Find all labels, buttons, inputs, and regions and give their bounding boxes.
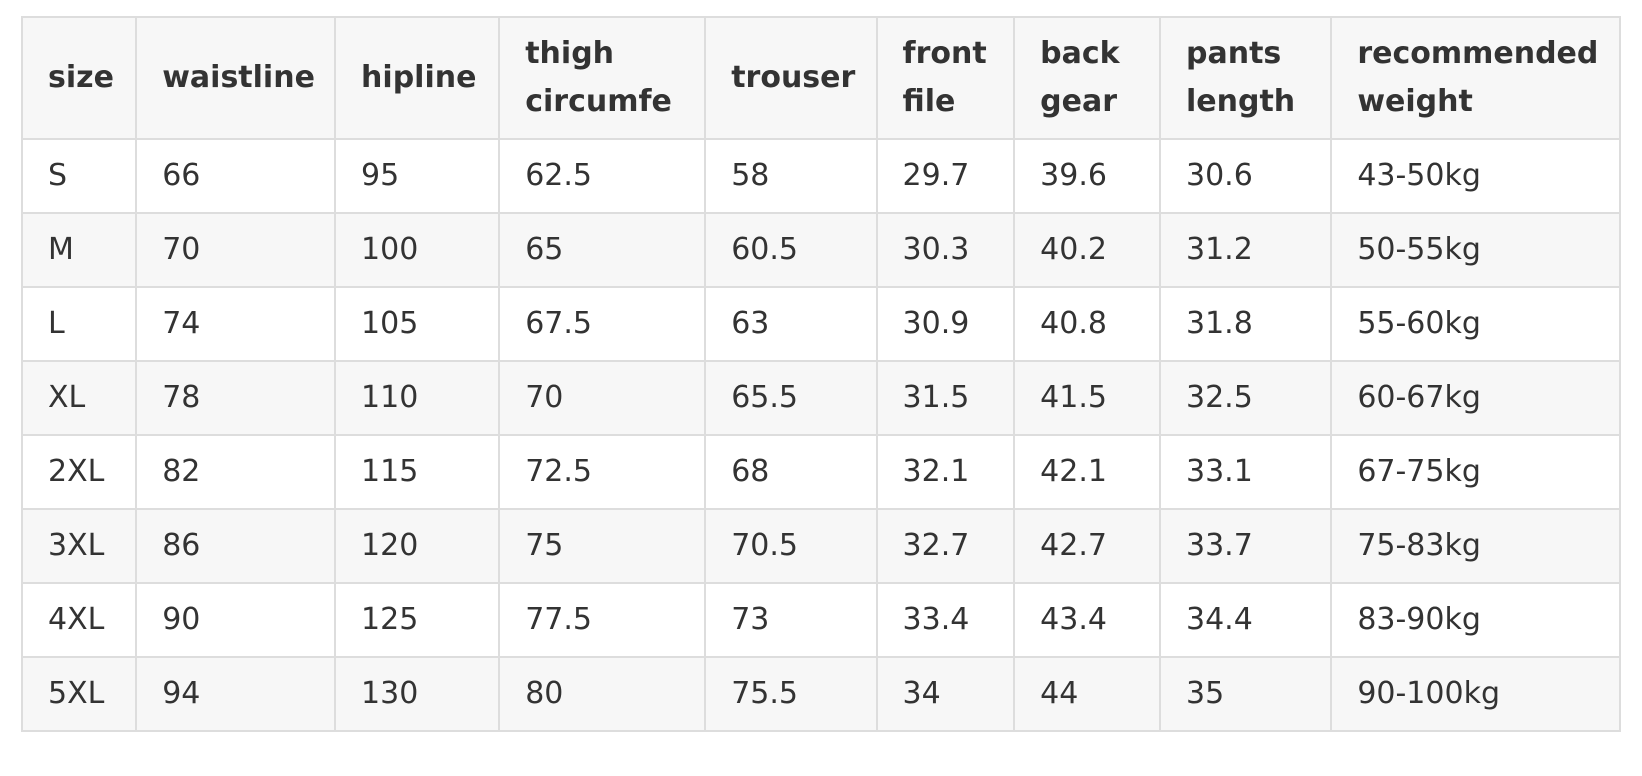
cell-size: L [20,286,138,362]
cell-hipline: 130 [334,656,501,732]
cell-front-file: 32.1 [875,434,1016,510]
cell-recommended-weight: 90-100kg [1330,656,1621,732]
cell-hipline: 100 [334,212,501,288]
cell-size: M [20,212,138,288]
cell-thigh-circumference: 70 [498,360,707,436]
cell-front-file: 34 [875,656,1016,732]
size-table: size waistline hipline thigh circumfe tr… [20,16,1621,732]
cell-recommended-weight: 67-75kg [1330,434,1621,510]
table-row: M 70 100 65 60.5 30.3 40.2 31.2 50-55kg [20,212,1621,288]
table-row: 4XL 90 125 77.5 73 33.4 43.4 34.4 83-90kg [20,582,1621,658]
cell-size: XL [20,360,138,436]
cell-front-file: 29.7 [875,138,1016,214]
cell-size: S [20,138,138,214]
cell-thigh-circumference: 62.5 [498,138,707,214]
cell-back-gear: 40.8 [1013,286,1161,362]
cell-size: 5XL [20,656,138,732]
header-front-file: front file [875,16,1016,140]
cell-trouser: 73 [704,582,878,658]
cell-trouser: 70.5 [704,508,878,584]
header-size: size [20,16,138,140]
cell-front-file: 30.9 [875,286,1016,362]
cell-waistline: 86 [135,508,337,584]
cell-pants-length: 34.4 [1158,582,1333,658]
cell-waistline: 90 [135,582,337,658]
cell-back-gear: 40.2 [1013,212,1161,288]
cell-hipline: 115 [334,434,501,510]
table-row: S 66 95 62.5 58 29.7 39.6 30.6 43-50kg [20,138,1621,214]
cell-size: 3XL [20,508,138,584]
cell-hipline: 120 [334,508,501,584]
header-hipline: hipline [334,16,501,140]
cell-thigh-circumference: 67.5 [498,286,707,362]
cell-pants-length: 31.8 [1158,286,1333,362]
header-back-gear: back gear [1013,16,1161,140]
cell-recommended-weight: 83-90kg [1330,582,1621,658]
cell-recommended-weight: 55-60kg [1330,286,1621,362]
cell-size: 2XL [20,434,138,510]
cell-trouser: 58 [704,138,878,214]
cell-thigh-circumference: 75 [498,508,707,584]
cell-waistline: 74 [135,286,337,362]
cell-front-file: 31.5 [875,360,1016,436]
cell-waistline: 94 [135,656,337,732]
table-row: 3XL 86 120 75 70.5 32.7 42.7 33.7 75-83kg [20,508,1621,584]
cell-back-gear: 44 [1013,656,1161,732]
cell-waistline: 66 [135,138,337,214]
cell-front-file: 33.4 [875,582,1016,658]
cell-pants-length: 32.5 [1158,360,1333,436]
cell-trouser: 63 [704,286,878,362]
cell-hipline: 105 [334,286,501,362]
header-trouser: trouser [704,16,878,140]
header-recommended-weight: recommended weight [1330,16,1621,140]
table-row: XL 78 110 70 65.5 31.5 41.5 32.5 60-67kg [20,360,1621,436]
table-row: L 74 105 67.5 63 30.9 40.8 31.8 55-60kg [20,286,1621,362]
cell-pants-length: 35 [1158,656,1333,732]
cell-waistline: 82 [135,434,337,510]
cell-recommended-weight: 50-55kg [1330,212,1621,288]
header-pants-length: pants length [1158,16,1333,140]
header-waistline: waistline [135,16,337,140]
cell-size: 4XL [20,582,138,658]
cell-recommended-weight: 75-83kg [1330,508,1621,584]
cell-trouser: 75.5 [704,656,878,732]
cell-front-file: 30.3 [875,212,1016,288]
cell-pants-length: 33.7 [1158,508,1333,584]
cell-hipline: 125 [334,582,501,658]
table-header-row: size waistline hipline thigh circumfe tr… [20,16,1621,140]
cell-pants-length: 33.1 [1158,434,1333,510]
size-chart: size waistline hipline thigh circumfe tr… [20,16,1621,732]
cell-pants-length: 31.2 [1158,212,1333,288]
cell-trouser: 60.5 [704,212,878,288]
table-row: 2XL 82 115 72.5 68 32.1 42.1 33.1 67-75kg [20,434,1621,510]
cell-thigh-circumference: 72.5 [498,434,707,510]
cell-thigh-circumference: 65 [498,212,707,288]
cell-hipline: 110 [334,360,501,436]
cell-front-file: 32.7 [875,508,1016,584]
cell-pants-length: 30.6 [1158,138,1333,214]
cell-back-gear: 41.5 [1013,360,1161,436]
cell-hipline: 95 [334,138,501,214]
cell-thigh-circumference: 80 [498,656,707,732]
cell-trouser: 65.5 [704,360,878,436]
cell-recommended-weight: 43-50kg [1330,138,1621,214]
cell-recommended-weight: 60-67kg [1330,360,1621,436]
cell-back-gear: 43.4 [1013,582,1161,658]
cell-back-gear: 39.6 [1013,138,1161,214]
cell-back-gear: 42.7 [1013,508,1161,584]
cell-waistline: 70 [135,212,337,288]
header-thigh-circumference: thigh circumfe [498,16,707,140]
cell-trouser: 68 [704,434,878,510]
table-row: 5XL 94 130 80 75.5 34 44 35 90-100kg [20,656,1621,732]
cell-back-gear: 42.1 [1013,434,1161,510]
cell-waistline: 78 [135,360,337,436]
cell-thigh-circumference: 77.5 [498,582,707,658]
